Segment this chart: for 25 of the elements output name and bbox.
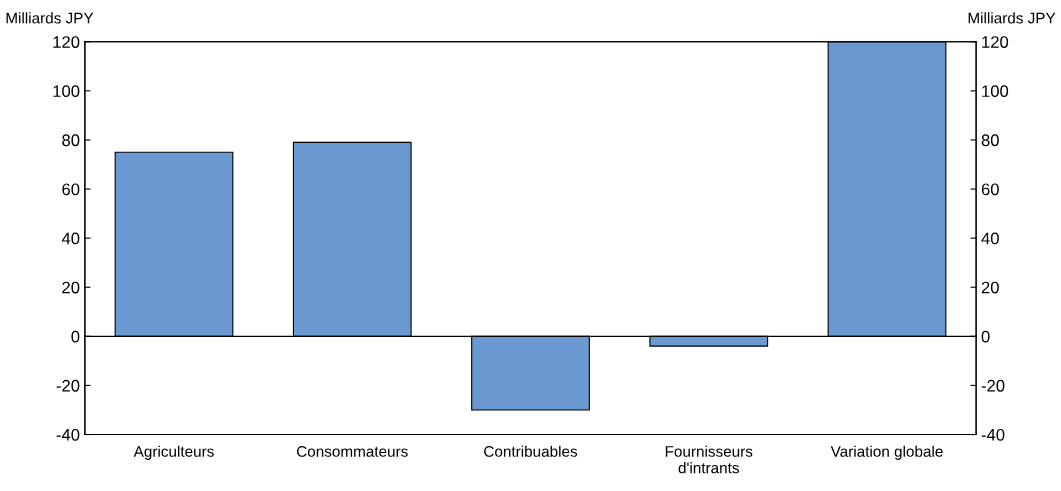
y-tick-label: 20 <box>62 281 80 294</box>
y-tick-label: 120 <box>53 36 80 48</box>
y2-tick-label: 100 <box>982 85 1009 98</box>
x-tick-label: Fournisseurs d'intrants <box>665 445 753 474</box>
y2-tick-label: -20 <box>981 379 1005 392</box>
y-tick-label: -40 <box>56 428 80 441</box>
y-tick-label: 60 <box>62 183 80 196</box>
y2-tick-label: 20 <box>981 281 999 294</box>
x-tick-label: Agriculteurs <box>133 445 214 460</box>
y2-tick-label: 60 <box>981 183 999 196</box>
x-tick-label: Variation globale <box>830 445 943 460</box>
y2-tick-label: 80 <box>981 134 999 147</box>
x-tick-label: Contribuables <box>484 445 578 457</box>
y2-tick-label: 120 <box>982 36 1009 48</box>
y-tick-label: -20 <box>56 379 80 392</box>
y-tick-label: 0 <box>71 330 80 343</box>
y-tick-label: 40 <box>61 232 80 245</box>
y2-tick-label: 0 <box>981 330 990 343</box>
x-tick-label: Consommateurs <box>296 446 408 457</box>
y-axis-title: Milliards JPY <box>6 12 94 24</box>
y2-tick-label: 40 <box>981 232 999 245</box>
y2-axis-title: Milliards JPY <box>968 12 1056 24</box>
y-tick-label: 80 <box>62 134 80 147</box>
y-tick-label: 100 <box>53 85 80 98</box>
y2-tick-label: -40 <box>981 428 1005 441</box>
